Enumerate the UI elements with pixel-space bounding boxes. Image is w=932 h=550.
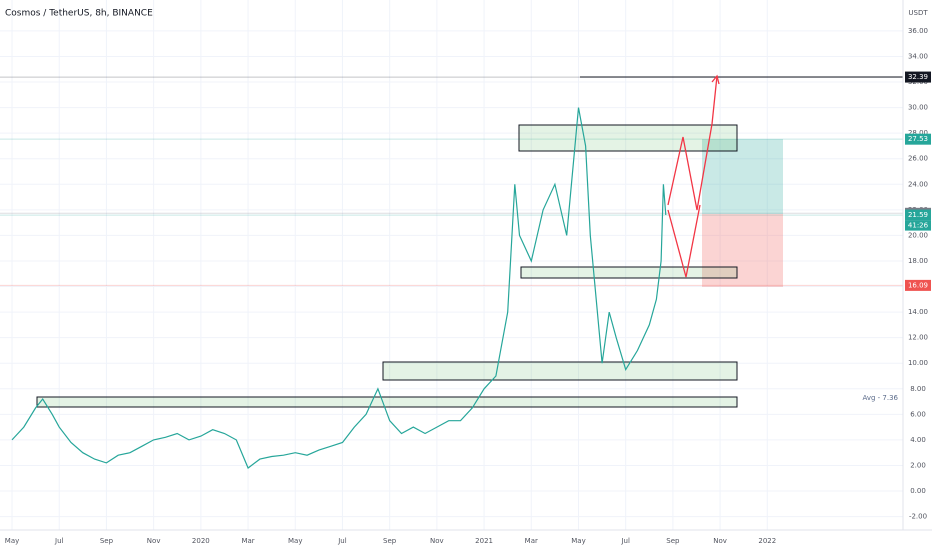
- price-tag-label: 27.53: [908, 135, 928, 143]
- y-tick-label: 12.00: [908, 334, 928, 342]
- price-tag: [905, 209, 931, 221]
- y-tick-label: 8.00: [910, 385, 926, 393]
- countdown: 41:26: [908, 222, 929, 230]
- x-tick-label: May: [5, 537, 19, 545]
- projection-arrow: [667, 75, 718, 211]
- y-tick-label: 30.00: [908, 104, 928, 112]
- price-tag-label: 21.59: [908, 211, 928, 219]
- zone-box: [382, 361, 738, 381]
- x-tick-label: Nov: [713, 537, 727, 545]
- x-tick-label: Nov: [147, 537, 161, 545]
- y-tick-label: -2.00: [909, 513, 927, 521]
- arrow-head: [711, 74, 720, 85]
- y-tick-label: 14.00: [908, 308, 928, 316]
- plot: [11, 107, 667, 469]
- price-tag: [905, 71, 931, 83]
- y-tick-label: 18.00: [908, 257, 928, 265]
- zone-box: [520, 266, 738, 279]
- x-tick-label: Jul: [620, 537, 630, 545]
- y-tick-label: 34.00: [908, 52, 928, 60]
- zone-box: [36, 396, 738, 408]
- price-tag-label: 16.09: [908, 281, 928, 289]
- y-tick-label: 20.00: [908, 231, 928, 239]
- price-tag: [905, 133, 931, 145]
- x-tick-label: May: [571, 537, 585, 545]
- y-tick-label: 10.00: [908, 359, 928, 367]
- x-tick-label: Mar: [241, 537, 254, 545]
- y-tick-label: 2.00: [910, 461, 926, 469]
- y-tick-label: 36.00: [908, 27, 928, 35]
- y-tick-label: 28.00: [908, 129, 928, 137]
- price-line: [11, 107, 667, 469]
- y-tick-label: 6.00: [910, 410, 926, 418]
- price-tag-label: 32.39: [908, 73, 928, 81]
- x-tick-label: Sep: [383, 537, 397, 545]
- x-tick-label: Jul: [54, 537, 64, 545]
- chart-title: Cosmos / TetherUS, 8h, BINANCE: [5, 9, 153, 19]
- x-tick-label: May: [288, 537, 302, 545]
- x-tick-label: Jul: [337, 537, 347, 545]
- avg-label: Avg - 7.36: [862, 394, 898, 402]
- x-tick-label: Nov: [430, 537, 444, 545]
- projection-arrow: [667, 204, 701, 278]
- x-tick-label: Sep: [666, 537, 680, 545]
- y-tick-label: 0.00: [910, 487, 926, 495]
- x-tick-label: 2020: [192, 537, 210, 545]
- currency: USDT: [908, 9, 928, 17]
- zone-box: [518, 124, 738, 152]
- y-tick-label: 26.00: [908, 155, 928, 163]
- y-tick-label: 24.00: [908, 180, 928, 188]
- x-tick-label: Mar: [525, 537, 538, 545]
- countdown-bg: [905, 220, 931, 231]
- price-tag: [905, 279, 931, 291]
- y-tick-label: 4.00: [910, 436, 926, 444]
- x-tick-label: Sep: [100, 537, 114, 545]
- stop-zone: [702, 214, 783, 287]
- x-tick-label: 2022: [758, 537, 776, 545]
- x-tick-label: 2021: [475, 537, 493, 545]
